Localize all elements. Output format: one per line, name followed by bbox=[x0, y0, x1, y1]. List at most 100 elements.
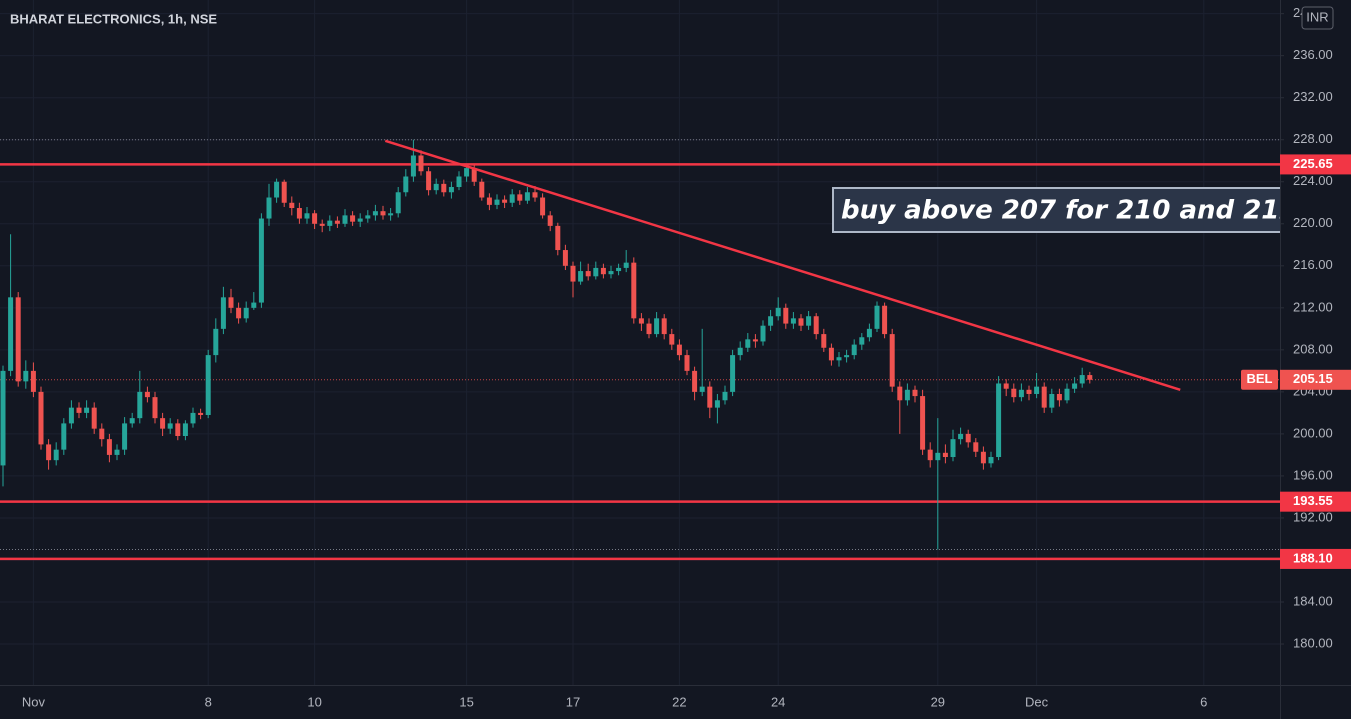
candle-body bbox=[327, 220, 333, 226]
level-label: 193.55 bbox=[1293, 493, 1333, 508]
trendline bbox=[384, 139, 1181, 391]
candle-body bbox=[532, 192, 538, 198]
candle-body bbox=[350, 215, 356, 222]
candle-body bbox=[319, 223, 325, 226]
level-badge bbox=[1280, 154, 1351, 175]
candle-body bbox=[334, 220, 340, 224]
candle-body bbox=[920, 396, 926, 450]
candle-body bbox=[23, 370, 29, 382]
candle-body bbox=[866, 328, 872, 338]
candle-body bbox=[555, 225, 561, 251]
time-axis-panel bbox=[0, 685, 1280, 719]
candle-body bbox=[296, 208, 302, 219]
candle-body bbox=[137, 391, 143, 419]
candle-body bbox=[1072, 383, 1078, 389]
level-badge bbox=[1280, 491, 1351, 512]
candle-body bbox=[289, 202, 295, 209]
candle-body bbox=[676, 344, 682, 356]
candle-body bbox=[844, 355, 850, 358]
candle-body bbox=[752, 339, 758, 342]
candle-body bbox=[1049, 393, 1055, 408]
candle-body bbox=[882, 305, 888, 335]
candle-body bbox=[790, 318, 796, 324]
candle-body bbox=[654, 318, 660, 335]
candle-body bbox=[745, 339, 751, 348]
candle-body bbox=[669, 334, 675, 345]
y-tick-label: 192.00 bbox=[1293, 509, 1333, 524]
candle-body bbox=[935, 452, 941, 461]
candle-body bbox=[661, 318, 667, 335]
candle-body bbox=[1034, 386, 1040, 394]
candle-body bbox=[980, 451, 986, 464]
candle-body bbox=[106, 439, 112, 455]
x-tick-label: 24 bbox=[771, 694, 785, 709]
candle-body bbox=[965, 433, 971, 443]
candle-body bbox=[46, 444, 52, 461]
candle-body bbox=[388, 213, 394, 216]
candle-body bbox=[144, 391, 150, 398]
x-tick-label: 17 bbox=[566, 694, 580, 709]
x-tick-label: 22 bbox=[672, 694, 686, 709]
candle-body bbox=[502, 199, 508, 203]
candle-body bbox=[1026, 389, 1032, 394]
plot-area: buy above 207 for 210 and 212 BHARAT ELEC… bbox=[0, 0, 1280, 685]
candle-body bbox=[167, 423, 173, 429]
y-tick-label: 180.00 bbox=[1293, 635, 1333, 650]
candle-body bbox=[760, 325, 766, 342]
y-tick-label: 212.00 bbox=[1293, 299, 1333, 314]
candle-body bbox=[152, 397, 158, 419]
x-tick-label: 15 bbox=[459, 694, 473, 709]
candle-body bbox=[768, 316, 774, 326]
candle-body bbox=[1079, 375, 1085, 384]
candle-body bbox=[190, 412, 196, 424]
candle-body bbox=[433, 183, 439, 191]
candle-body bbox=[722, 391, 728, 401]
candle-body bbox=[38, 391, 44, 445]
x-tick-label: 29 bbox=[931, 694, 945, 709]
y-tick-label: 184.00 bbox=[1293, 593, 1333, 608]
currency-label: INR bbox=[1306, 9, 1328, 24]
candle-body bbox=[1041, 386, 1047, 408]
candle-body bbox=[638, 318, 644, 324]
candle-body bbox=[692, 370, 698, 392]
candle-body bbox=[441, 183, 447, 193]
candle-body bbox=[220, 297, 226, 329]
candle-body bbox=[8, 297, 14, 371]
candle-body bbox=[380, 211, 386, 216]
candle-body bbox=[479, 181, 485, 198]
annotation-box bbox=[832, 187, 1280, 233]
candle-body bbox=[198, 412, 204, 415]
symbol-label: BEL bbox=[1247, 371, 1273, 386]
candle-body bbox=[775, 307, 781, 317]
candle-body bbox=[1003, 383, 1009, 389]
candle-body bbox=[372, 211, 378, 216]
candle-body bbox=[266, 197, 272, 219]
candle-body bbox=[30, 370, 36, 392]
candle-body bbox=[874, 305, 880, 329]
candle-body bbox=[205, 355, 211, 415]
candle-body bbox=[798, 318, 804, 326]
candle-body bbox=[76, 407, 82, 413]
candle-body bbox=[456, 176, 462, 188]
y-tick-label: 196.00 bbox=[1293, 467, 1333, 482]
candle-body bbox=[15, 297, 21, 382]
y-tick-label: 232.00 bbox=[1293, 89, 1333, 104]
y-tick-label: 200.00 bbox=[1293, 425, 1333, 440]
candle-body bbox=[342, 215, 348, 224]
candle-body bbox=[426, 171, 432, 191]
candle-body bbox=[464, 168, 470, 177]
level-label: 188.10 bbox=[1293, 550, 1333, 565]
candle-body bbox=[395, 192, 401, 214]
candle-body bbox=[175, 423, 181, 437]
candle-body bbox=[410, 155, 416, 177]
x-tick-label: Nov bbox=[22, 694, 46, 709]
candle-body bbox=[99, 428, 105, 440]
candle-body bbox=[600, 267, 606, 275]
candle-body bbox=[540, 197, 546, 216]
candle-body bbox=[281, 181, 287, 203]
candle-body bbox=[608, 271, 614, 275]
candle-body bbox=[851, 344, 857, 356]
candle-body bbox=[213, 328, 219, 356]
